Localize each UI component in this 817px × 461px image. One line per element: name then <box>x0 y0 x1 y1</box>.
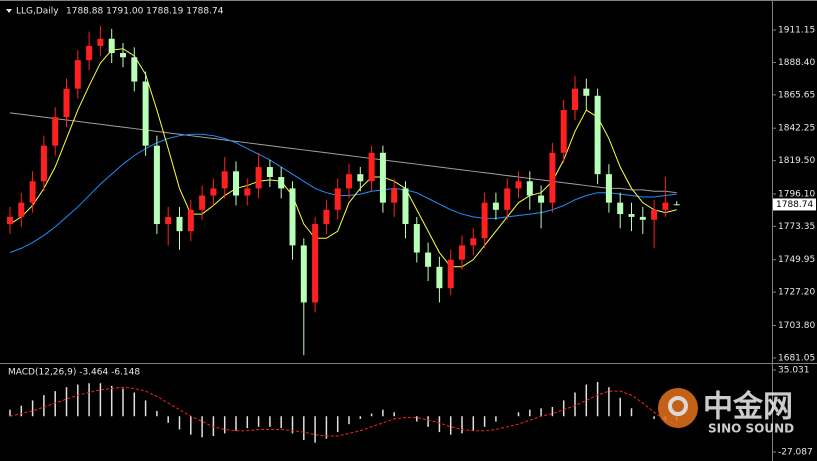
candle-body <box>165 216 172 225</box>
y-tick-label: 1727.20 <box>778 288 815 298</box>
candle-body <box>323 209 330 225</box>
candle-body <box>492 202 499 210</box>
candle-body <box>176 216 183 232</box>
candle-body <box>346 174 352 189</box>
candle-body <box>628 214 635 217</box>
candle-body <box>120 53 126 58</box>
indicator-line <box>9 386 677 437</box>
candle-body <box>605 174 612 203</box>
candle-body <box>402 188 409 225</box>
candle-body <box>131 57 138 82</box>
candle-body <box>97 38 104 46</box>
candle-body <box>153 145 160 225</box>
candle-body <box>233 171 239 196</box>
candle-body <box>583 88 590 96</box>
y-tick-label: 1773.35 <box>778 222 815 232</box>
candle-body <box>210 188 217 196</box>
candle-body <box>560 110 567 153</box>
candle-body <box>244 188 251 196</box>
y-tick-label: 1888.40 <box>778 58 815 68</box>
candle-body <box>504 188 511 210</box>
candle-body <box>639 216 646 220</box>
candle-body <box>651 209 658 220</box>
candle-body <box>334 188 341 210</box>
candle-body <box>515 181 522 189</box>
candle-body <box>357 174 364 182</box>
watermark: 中金网 SINO SOUND <box>658 388 794 436</box>
y-tick-label: 1865.65 <box>778 90 815 100</box>
candle-body <box>29 181 36 203</box>
indicator-line <box>9 48 677 268</box>
y-tick-label: 1842.25 <box>778 124 815 134</box>
y-tick-label: 1796.10 <box>778 189 815 199</box>
candle-body <box>7 216 13 225</box>
candle-body <box>199 195 206 210</box>
candle-body <box>63 88 70 118</box>
y-tick-label: -27.087 <box>778 448 813 458</box>
y-tick-label: 35.031 <box>778 366 810 376</box>
candle-body <box>459 245 465 260</box>
candle-body <box>221 171 228 189</box>
chart-title: LLG,Daily <box>16 7 59 17</box>
logo-mark <box>668 396 688 416</box>
candle-body <box>312 224 319 303</box>
candle-body <box>572 88 578 111</box>
y-tick-label: 1819.50 <box>778 156 815 166</box>
candle-body <box>142 81 149 146</box>
chart-subtitle: 1788.88 1791.00 1788.19 1788.74 <box>66 7 224 17</box>
indicator-line <box>9 112 677 194</box>
candle-body <box>436 266 443 289</box>
y-tick-label: 1749.95 <box>778 255 815 265</box>
y-tick-label: 1911.15 <box>778 26 815 36</box>
candle-body <box>368 152 375 182</box>
watermark-brand: 中金网 <box>703 390 793 425</box>
candle-body <box>526 181 533 196</box>
y-tick-label: 1681.05 <box>778 353 815 363</box>
candle-body <box>470 238 477 246</box>
candle-body <box>594 95 601 175</box>
macd-title: MACD(12,26,9) -3.464 -6.148 <box>8 368 140 378</box>
candle-body <box>447 259 454 289</box>
candle-body <box>538 195 545 203</box>
candle-body <box>673 204 680 206</box>
watermark-english: SINO SOUND <box>708 422 794 436</box>
candle-body <box>425 252 432 267</box>
indicator-line <box>9 133 677 254</box>
candle-body <box>108 38 115 54</box>
last-price-label: 1788.74 <box>776 200 813 210</box>
candle-body <box>300 245 307 303</box>
candle-body <box>289 188 296 246</box>
candle-body <box>379 152 386 203</box>
candle-body <box>413 224 420 253</box>
candle-body <box>40 145 47 182</box>
candle-body <box>617 202 624 215</box>
candle-body <box>391 188 398 203</box>
candle-body <box>255 167 262 189</box>
candle-body <box>74 60 81 89</box>
candle-body <box>18 202 25 217</box>
candle-body <box>187 209 194 232</box>
candle-body <box>549 152 556 203</box>
candle-body <box>278 177 285 189</box>
candle-body <box>266 167 273 178</box>
candle-body <box>86 45 93 61</box>
menu-triangle <box>6 9 12 13</box>
candle-body <box>662 202 669 210</box>
y-tick-label: 1703.80 <box>778 321 815 331</box>
logo-circle <box>658 388 698 428</box>
candle-body <box>481 202 488 239</box>
candle-body <box>52 117 59 146</box>
last-price-box <box>773 198 816 211</box>
